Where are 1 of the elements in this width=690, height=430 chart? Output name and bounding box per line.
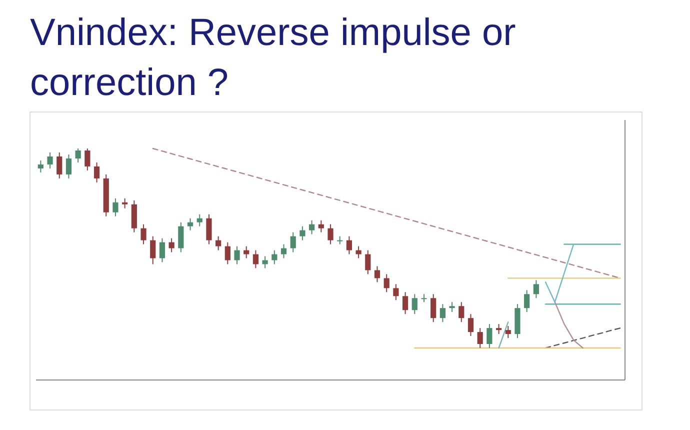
chart-title: Vnindex: Reverse impulse or correction ? [30,11,517,106]
